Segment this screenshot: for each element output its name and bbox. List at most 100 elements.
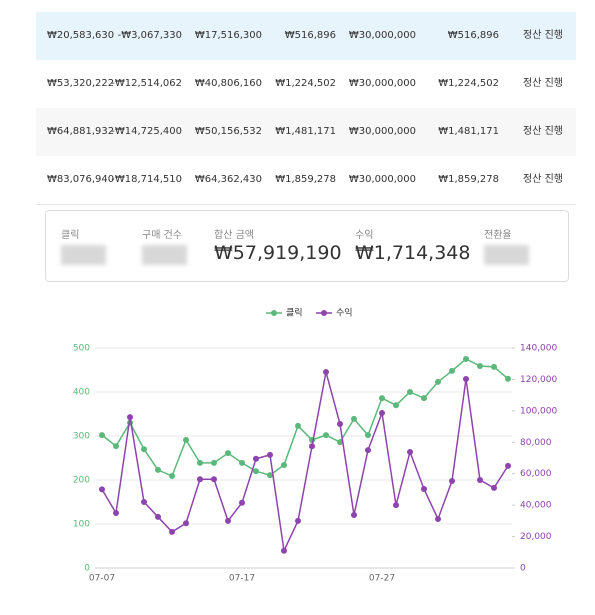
table-cell: ₩53,320,222: [47, 78, 115, 89]
table-cell: -₩3,067,330: [117, 30, 182, 41]
y2-tick-label: 20,000: [520, 532, 552, 542]
point: [281, 462, 287, 469]
y-tick-label: 100: [73, 520, 90, 530]
table-cell: ₩1,224,502: [438, 78, 499, 89]
summary-label: 합산 금액: [214, 230, 254, 241]
point: [99, 432, 105, 439]
legend-marker: [271, 310, 277, 316]
y-tick-label: 500: [73, 344, 90, 354]
table-cell: ₩83,076,940: [47, 174, 115, 185]
series-line: [101, 358, 509, 478]
y2-tick-label: 80,000: [520, 438, 552, 448]
point: [337, 439, 343, 446]
series-line: [101, 371, 509, 554]
summary-value: ₩57,919,190: [214, 242, 342, 264]
table-cell: 정산 진행: [523, 174, 563, 185]
point: [267, 451, 273, 458]
table-cell: ₩516,896: [447, 30, 499, 41]
legend-label: 클릭: [286, 307, 303, 319]
point: [155, 466, 161, 473]
point: [477, 363, 483, 370]
point: [253, 455, 259, 462]
point: [197, 459, 203, 466]
point: [267, 472, 273, 479]
legend-label: 수익: [336, 307, 353, 319]
table-row: ₩20,583,630 -₩3,067,330 ₩17,516,300 ₩516,89…: [36, 12, 576, 61]
point: [239, 499, 245, 506]
point: [407, 449, 413, 456]
y2-tick-label: 120,000: [520, 375, 557, 385]
table-row: ₩83,076,940 -₩18,714,510 ₩64,362,430 ₩1,859…: [36, 156, 576, 205]
point: [449, 477, 455, 484]
point: [393, 502, 399, 509]
point: [421, 395, 427, 402]
point: [295, 422, 301, 429]
table-cell: ₩50,156,532: [194, 126, 262, 137]
table-cell: ₩1,224,502: [275, 78, 336, 89]
point: [281, 547, 287, 554]
summary-card: 클릭 구매 건수 합산 금액 ₩57,919,190 수익 ₩1,714,348 전환율: [45, 210, 569, 282]
x-tick-label: 07-07: [89, 574, 115, 584]
table-cell: ₩1,481,171: [438, 126, 499, 137]
table-cell: ₩30,000,000: [348, 78, 416, 89]
point: [351, 512, 357, 519]
point: [225, 517, 231, 524]
point: [197, 476, 203, 483]
point: [379, 395, 385, 402]
point: [183, 520, 189, 527]
point: [505, 462, 511, 469]
table-cell: 정산 진행: [523, 126, 563, 137]
point: [477, 477, 483, 483]
table-cell: -₩18,714,510: [111, 174, 182, 185]
blurred-value: [61, 245, 106, 265]
table-row: ₩53,320,222 -₩12,514,062 ₩40,806,160 ₩1,224…: [36, 60, 576, 109]
point: [407, 389, 413, 395]
point: [365, 447, 371, 454]
point: [393, 402, 399, 409]
point: [491, 484, 497, 491]
point: [141, 446, 147, 453]
table-cell: 정산 진행: [523, 30, 563, 41]
point: [211, 459, 217, 466]
point: [323, 432, 329, 439]
point: [225, 450, 231, 457]
x-tick-label: 07-27: [369, 574, 395, 584]
point: [463, 356, 469, 362]
y-tick-label: 400: [73, 388, 90, 398]
table-cell: ₩30,000,000: [348, 174, 416, 185]
table-cell: ₩64,362,430: [194, 174, 262, 185]
table-cell: ₩17,516,300: [194, 30, 262, 41]
point: [169, 528, 175, 535]
y-tick-label: 0: [84, 564, 90, 574]
point: [365, 432, 371, 439]
point: [435, 515, 441, 522]
point: [295, 517, 301, 524]
table-cell: -₩12,514,062: [111, 78, 182, 89]
table-cell: ₩64,881,932: [47, 126, 115, 137]
point: [449, 367, 455, 374]
point: [309, 443, 315, 450]
y2-tick-label: 60,000: [520, 469, 552, 479]
table-cell: ₩1,481,171: [275, 126, 336, 137]
point: [491, 363, 497, 370]
point: [505, 375, 511, 382]
point: [323, 369, 329, 376]
table-cell: ₩40,806,160: [194, 78, 262, 89]
y2-tick-label: 40,000: [520, 501, 552, 511]
point: [127, 414, 133, 421]
x-tick-label: 07-17: [229, 574, 255, 584]
point: [155, 513, 161, 520]
point: [337, 421, 343, 428]
y2-tick-label: 140,000: [520, 344, 557, 354]
legend-marker: [321, 310, 327, 316]
blurred-value: [484, 245, 529, 265]
point: [169, 473, 175, 480]
table-cell: ₩20,583,630: [47, 30, 115, 41]
summary-label: 클릭: [61, 230, 80, 241]
y2-tick-label: 100,000: [520, 406, 557, 416]
point: [113, 443, 119, 450]
point: [463, 375, 469, 382]
y-tick-label: 300: [73, 432, 90, 442]
